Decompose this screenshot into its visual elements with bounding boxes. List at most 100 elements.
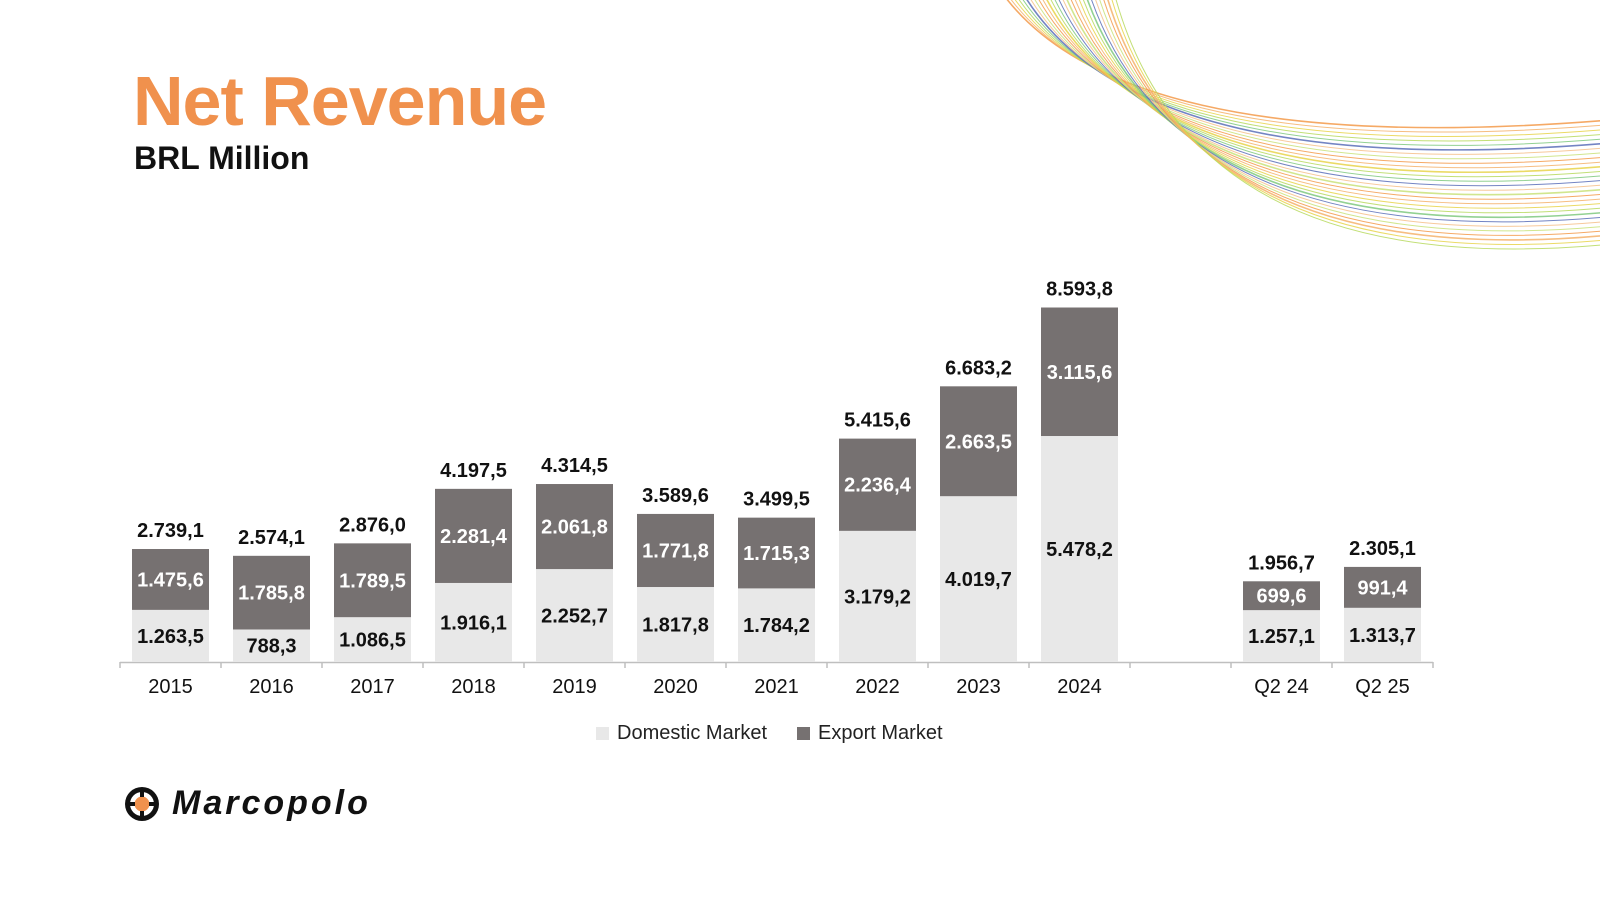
data-label-domestic: 1.263,5 <box>137 626 204 648</box>
x-tick-label: 2022 <box>855 676 900 698</box>
data-label-export: 1.785,8 <box>238 583 305 605</box>
stacked-bar-chart: 1.263,5 1.475,6 2.739,1 2015 788,3 1.785,8 2.5… <box>119 279 1434 698</box>
data-label-export: 1.475,6 <box>137 569 204 591</box>
decorative-arc <box>1099 0 1600 232</box>
bar-domestic-2023 <box>940 496 1017 662</box>
x-tick-label: 2019 <box>552 676 597 698</box>
data-label-total: 1.956,7 <box>1248 552 1315 574</box>
data-label-export: 1.771,8 <box>642 540 709 562</box>
decorative-arc <box>1074 0 1600 205</box>
decorative-arc <box>1066 0 1600 196</box>
x-tick-label: Q2 24 <box>1254 676 1308 698</box>
bar-export-2017 <box>334 543 411 618</box>
decorative-arc <box>1014 0 1600 137</box>
bar-export-2023 <box>940 386 1017 497</box>
legend-item-export: Export Market <box>797 722 943 745</box>
bar-domestic-2019 <box>536 569 613 662</box>
decorative-arc <box>1062 0 1600 191</box>
decorative-arc <box>1079 0 1600 209</box>
decorative-arc <box>1083 0 1600 214</box>
decorative-arc <box>1042 0 1600 169</box>
bar-export-2019 <box>536 484 613 570</box>
data-label-total: 4.314,5 <box>541 455 608 477</box>
bar-domestic-2018 <box>435 582 512 662</box>
decorative-arc <box>1115 0 1600 250</box>
decorative-arc <box>1030 0 1600 155</box>
x-tick-label: 2016 <box>249 676 294 698</box>
data-label-total: 2.876,0 <box>339 514 406 536</box>
bar-domestic-2021 <box>738 588 815 662</box>
x-tick-label: 2023 <box>956 676 1001 698</box>
data-label-domestic: 1.086,5 <box>339 630 406 652</box>
x-tick-label: 2020 <box>653 676 698 698</box>
x-tick-label: 2024 <box>1057 676 1102 698</box>
data-label-total: 3.589,6 <box>642 485 709 507</box>
bar-domestic-2024 <box>1041 436 1118 662</box>
bar-domestic-2017 <box>334 617 411 662</box>
bar-domestic-Q2-24 <box>1243 610 1320 662</box>
data-label-export: 991,4 <box>1357 577 1408 599</box>
data-label-domestic: 2.252,7 <box>541 606 608 628</box>
bar-domestic-Q2-25 <box>1344 607 1421 662</box>
data-label-export: 1.789,5 <box>339 570 406 592</box>
data-label-export: 699,6 <box>1256 586 1306 608</box>
chart-legend: Domestic Market Export Market <box>596 722 943 745</box>
data-label-domestic: 1.784,2 <box>743 615 810 637</box>
data-label-total: 3.499,5 <box>743 489 810 511</box>
decorative-arc <box>1103 0 1600 236</box>
marcopolo-logo-icon <box>125 786 159 821</box>
data-label-domestic: 3.179,2 <box>844 586 911 608</box>
bar-domestic-2022 <box>839 530 916 662</box>
data-label-total: 2.739,1 <box>137 520 204 542</box>
bar-export-2016 <box>233 555 310 630</box>
bar-export-2020 <box>637 513 714 588</box>
data-label-export: 2.663,5 <box>945 431 1012 453</box>
bar-export-Q2-25 <box>1344 566 1421 608</box>
bar-domestic-2016 <box>233 629 310 662</box>
data-label-domestic: 1.817,8 <box>642 615 709 637</box>
bar-export-2018 <box>435 488 512 583</box>
data-label-total: 8.593,8 <box>1046 279 1113 301</box>
data-label-export: 2.236,4 <box>844 475 912 497</box>
data-label-total: 6.683,2 <box>945 357 1012 379</box>
bar-export-Q2-24 <box>1243 581 1320 611</box>
marcopolo-logo-text: Marcopolo <box>172 784 371 822</box>
decorative-arc <box>1018 0 1600 142</box>
data-label-export: 1.715,3 <box>743 543 810 565</box>
marcopolo-logo: Marcopolo <box>124 784 371 823</box>
decorative-arc <box>1010 0 1600 133</box>
decorative-arc <box>1086 0 1600 219</box>
legend-swatch-domestic <box>596 727 609 740</box>
data-label-domestic: 1.257,1 <box>1248 626 1315 648</box>
decorative-arc <box>1046 0 1600 174</box>
data-label-total: 5.415,6 <box>844 410 911 432</box>
bar-export-2015 <box>132 549 209 610</box>
bar-export-2024 <box>1041 307 1118 437</box>
decorative-arc <box>1038 0 1600 164</box>
decorative-arc <box>1111 0 1600 245</box>
legend-label-export: Export Market <box>818 722 943 744</box>
decorative-arc <box>1095 0 1600 227</box>
decorative-arc <box>1054 0 1600 182</box>
data-label-total: 4.197,5 <box>440 460 507 482</box>
bar-domestic-2020 <box>637 587 714 662</box>
decorative-arc <box>1107 0 1600 241</box>
bar-export-2022 <box>839 438 916 531</box>
data-label-export: 2.281,4 <box>440 526 508 548</box>
page-title: Net Revenue <box>133 62 547 140</box>
decorative-arc <box>1091 0 1600 223</box>
legend-label-domestic: Domestic Market <box>617 722 768 744</box>
data-label-export: 3.115,6 <box>1047 362 1113 384</box>
data-label-export: 2.061,8 <box>541 517 608 539</box>
data-label-domestic: 1.916,1 <box>440 612 507 634</box>
page-subtitle: BRL Million <box>134 140 310 176</box>
decorative-arc <box>1022 0 1600 146</box>
decorative-arc <box>1034 0 1600 160</box>
x-tick-label: 2015 <box>148 676 193 698</box>
data-label-domestic: 1.313,7 <box>1349 625 1416 647</box>
decorative-arc <box>1070 0 1600 200</box>
legend-item-domestic: Domestic Market <box>596 722 767 745</box>
legend-swatch-export <box>797 727 811 740</box>
x-tick-label: 2018 <box>451 676 496 698</box>
